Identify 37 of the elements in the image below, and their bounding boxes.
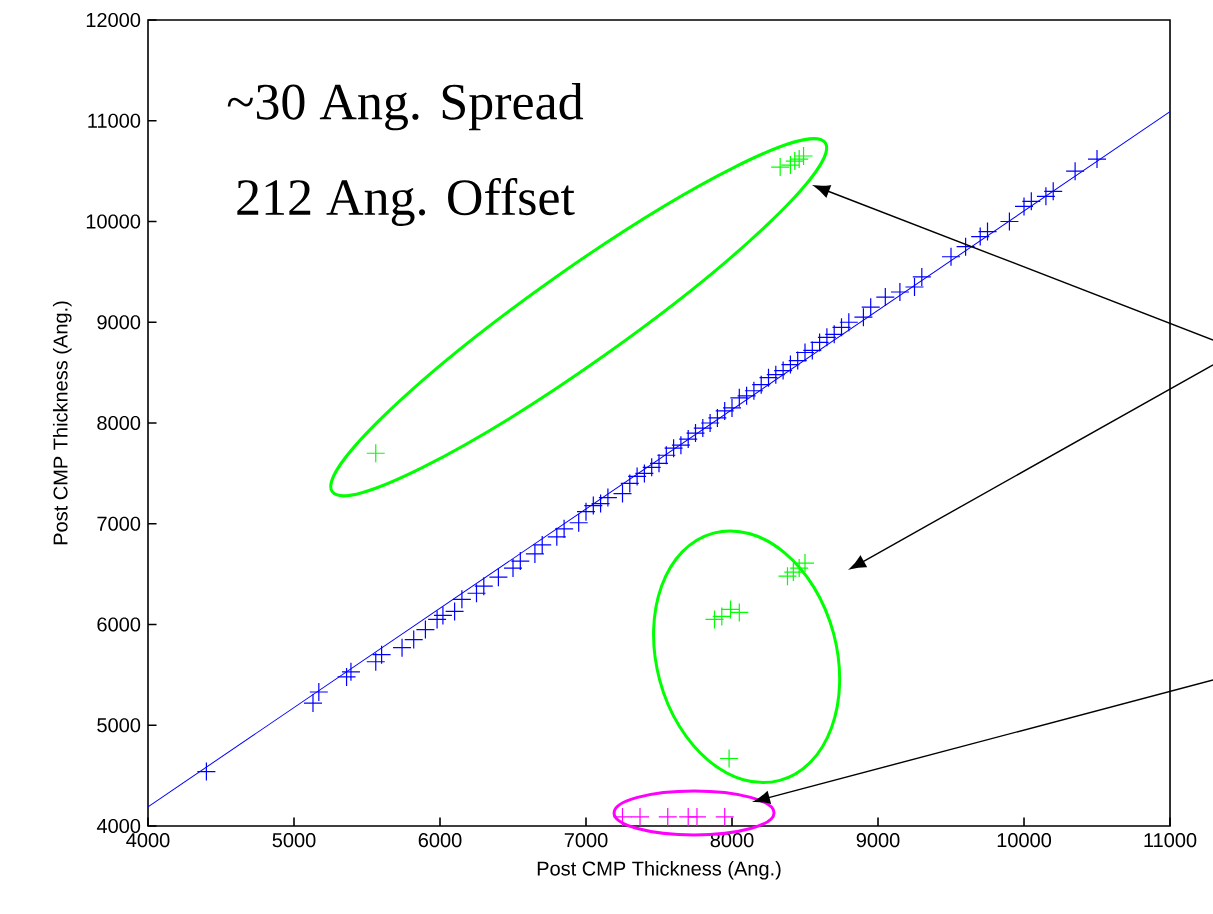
point	[687, 807, 707, 827]
point	[715, 807, 735, 827]
point	[704, 609, 725, 630]
point	[719, 748, 739, 769]
x-tick-label: 7000	[564, 833, 608, 848]
annotation: ~30 Ang. Spread	[227, 83, 584, 131]
y-tick-label: 10000	[86, 214, 141, 229]
x-tick-label: 4000	[126, 833, 170, 848]
y-axis-title: Post CMP Thickness (Ang.)	[52, 301, 72, 545]
y-tick-label: 11000	[88, 113, 141, 128]
point	[630, 807, 650, 827]
point	[658, 807, 678, 827]
y-tick-label: 8000	[97, 415, 141, 431]
x-axis-title: Post CMP Thickness (Ang.)	[537, 860, 781, 880]
y-tick-label: 7000	[97, 516, 141, 531]
point	[770, 157, 790, 177]
x-tick-label: 11000	[1144, 833, 1197, 848]
x-tick-label: 10000	[997, 833, 1052, 848]
y-tick-label: 4000	[96, 818, 141, 834]
point	[366, 443, 386, 463]
x-tick-label: 6000	[418, 833, 462, 848]
point	[780, 155, 801, 175]
point	[712, 606, 732, 627]
point	[795, 553, 815, 573]
annotation: 212 Ang. Offset	[237, 178, 575, 226]
point	[789, 558, 809, 578]
point	[720, 599, 741, 619]
point	[783, 562, 803, 582]
point	[777, 566, 798, 586]
y-tick-label: 6000	[97, 617, 141, 632]
y-tick-label: 12000	[86, 12, 141, 28]
point	[729, 602, 749, 623]
x-tick-label: 5000	[272, 833, 316, 848]
y-tick-label: 9000	[97, 315, 141, 330]
point	[793, 146, 814, 166]
y-tick-label: 5000	[97, 718, 141, 733]
x-tick-label: 9000	[856, 833, 900, 848]
